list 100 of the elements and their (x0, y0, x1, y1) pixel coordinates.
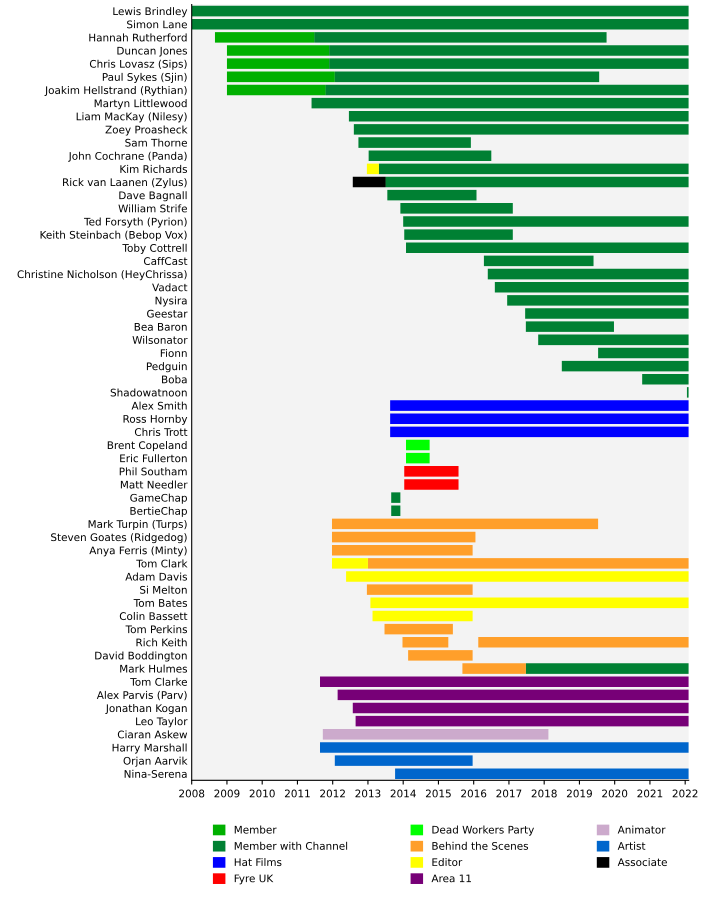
x-tick-label: 2008 (179, 790, 204, 798)
bar (598, 348, 689, 358)
y-tick-label: Kim Richards (120, 164, 188, 173)
y-tick-label: Shadowatnoon (110, 388, 187, 397)
bar (370, 598, 689, 608)
bar (562, 360, 689, 372)
y-tick-label: Vadact (152, 283, 188, 292)
x-tick-label: 2020 (602, 790, 628, 798)
y-tick-label: Orjan Aarvik (124, 756, 188, 767)
legend-label: Behind the Scenes (432, 842, 528, 850)
y-tick-label: Rick van Laanen (Zylus) (63, 178, 187, 188)
bar (390, 426, 689, 438)
bar (494, 282, 689, 292)
legend-label: Fyre UK (234, 874, 274, 884)
bar (354, 124, 689, 135)
x-tick-label: 2013 (355, 790, 380, 798)
bar (214, 32, 314, 43)
x-tick-label: 2022 (672, 790, 698, 798)
y-tick-label: CaffCast (144, 256, 188, 266)
y-tick-label: Fionn (160, 349, 187, 358)
y-tick-label: Hannah Rutherford (89, 33, 187, 42)
y-tick-label: Anya Ferris (Minty) (89, 546, 187, 556)
bar (368, 150, 492, 161)
bar (320, 742, 689, 753)
y-tick-label: Si Melton (140, 586, 187, 594)
y-tick-label: Alex Smith (132, 402, 187, 410)
bar (378, 164, 689, 174)
bar (334, 72, 600, 82)
bar (372, 610, 473, 622)
bar (386, 176, 689, 188)
y-tick-label: Phil Southam (120, 467, 187, 476)
y-tick-label: Eric Fullerton (120, 454, 187, 462)
bar (320, 676, 689, 687)
bar (332, 518, 598, 530)
bar (391, 506, 400, 516)
y-tick-label: Ciaran Askew (118, 730, 188, 738)
y-tick-label: Colin Bassett (120, 612, 188, 620)
bar (352, 702, 689, 714)
legend-label: Member (234, 826, 277, 834)
y-tick-label: Harry Marshall (112, 744, 187, 754)
y-tick-label: Sam Thorne (125, 138, 187, 147)
bar (403, 216, 689, 227)
y-tick-label: Rich Keith (136, 638, 187, 646)
x-tick-label: 2018 (532, 790, 557, 798)
bar (478, 637, 689, 648)
y-tick-label: Brent Copeland (108, 441, 187, 452)
bar (525, 308, 689, 319)
bar (358, 137, 471, 148)
y-tick-label: Christine Nicholson (HeyChrissa) (18, 270, 187, 280)
bar (348, 111, 689, 122)
bar (332, 558, 368, 569)
bar (366, 164, 379, 174)
bar (391, 492, 400, 503)
bar (338, 690, 689, 700)
legend-label: Artist (618, 842, 646, 850)
bar (406, 440, 430, 450)
bar (395, 768, 689, 780)
bar (226, 58, 330, 69)
bar (390, 400, 689, 411)
y-tick-label: Wilsonator (132, 336, 188, 344)
bar (192, 18, 689, 30)
y-tick-label: David Boddington (95, 651, 187, 662)
bar (484, 256, 594, 266)
y-tick-label: Boba (162, 375, 187, 384)
bar (526, 663, 689, 674)
bar (387, 190, 477, 200)
bar (408, 650, 473, 661)
bar (507, 295, 689, 306)
x-tick-label: 2015 (426, 790, 451, 798)
y-tick-label: Nina-Serena (124, 770, 187, 778)
x-tick-label: 2009 (214, 790, 240, 798)
y-tick-label: Chris Trott (134, 428, 188, 436)
y-tick-label: Adam Davis (125, 572, 188, 581)
y-tick-label: Pedguin (146, 362, 187, 372)
bar (642, 374, 689, 385)
bar (332, 532, 476, 542)
bar (226, 45, 330, 56)
bar (226, 72, 335, 82)
bar (332, 544, 473, 556)
y-tick-label: Ross Hornby (124, 414, 188, 425)
legend-label: Animator (618, 826, 666, 834)
bar (462, 663, 526, 674)
bar (334, 755, 473, 766)
bar (356, 716, 689, 726)
bar (352, 176, 386, 188)
x-tick-label: 2012 (320, 790, 345, 798)
y-tick-label: Liam MacKay (Nilesy) (76, 112, 187, 122)
bar (404, 466, 459, 477)
y-tick-label: Matt Needler (120, 480, 188, 489)
x-tick-label: 2016 (461, 790, 486, 798)
legend-label: Hat Films (234, 858, 282, 866)
y-tick-label: Ted Forsyth (Pyrion) (84, 218, 187, 228)
y-tick-label: Nysira (156, 296, 187, 306)
bar (329, 58, 689, 69)
y-tick-label: William Strife (118, 204, 187, 212)
bar (192, 6, 689, 16)
bar (406, 452, 430, 464)
y-tick-label: Tom Clark (136, 559, 188, 568)
legend-label: Associate (618, 858, 667, 866)
bar (400, 203, 513, 214)
